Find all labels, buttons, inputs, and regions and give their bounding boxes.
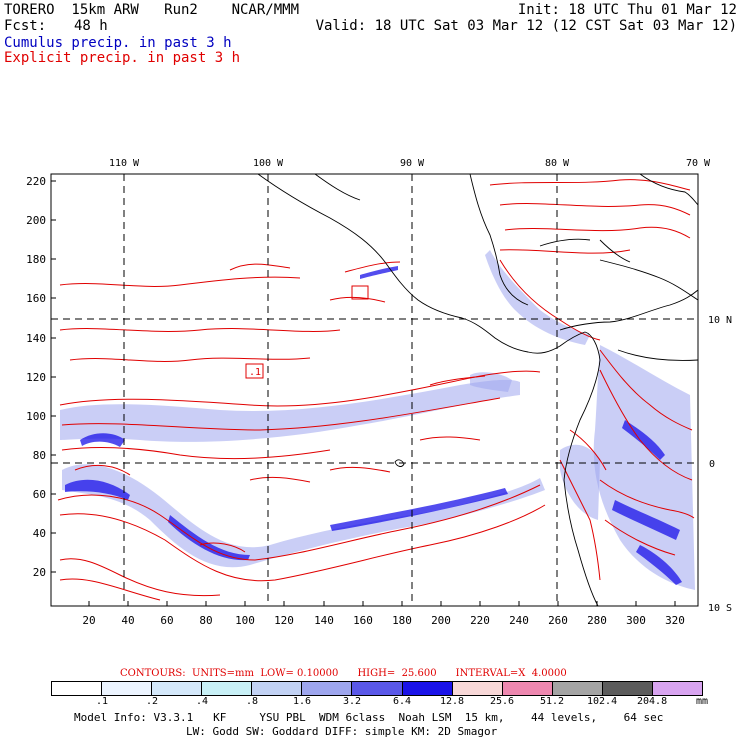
left-axis-ticks [51,180,56,573]
x-tick-label: 160 [353,614,373,627]
color-scale-bar [51,681,703,696]
map-frame [50,173,699,607]
x-tick-label: 40 [121,614,134,627]
model-info: Model Info: V3.3.1 KF YSU PBL WDM 6class… [74,711,664,724]
scale-segment [352,682,403,695]
forecast-hours: 48 h [74,18,108,34]
scale-label: 25.6 [490,696,515,707]
y-tick-label: 180 [26,253,46,266]
marker-label: .1 [249,367,261,378]
scale-label: 51.2 [540,696,565,707]
y-tick-label: 120 [26,371,46,384]
x-tick-label: 180 [392,614,412,627]
scale-label: .1 [96,696,109,707]
scale-label: 1.6 [293,696,312,707]
coastlines [257,174,698,606]
scale-label: 102.4 [587,696,618,707]
scale-label: 204.8 [637,696,668,707]
scale-label: .2 [146,696,159,707]
scale-unit: mm [696,696,709,707]
model-title: TORERO 15km ARW Run2 NCAR/MMM [4,2,300,18]
scale-segment [402,682,453,695]
lat-lon-grid [51,174,698,606]
y-tick-label: 160 [26,292,46,305]
x-tick-label: 60 [160,614,173,627]
valid-time: Valid: 18 UTC Sat 03 Mar 12 (12 CST Sat … [315,18,737,34]
latitude-label: 10 N [708,315,732,326]
x-tick-label: 260 [548,614,568,627]
y-tick-label: 40 [33,527,46,540]
y-tick-label: 100 [26,410,46,423]
x-tick-label: 280 [587,614,607,627]
y-tick-label: 200 [26,214,46,227]
scale-segment [102,682,153,695]
scale-segment [302,682,353,695]
x-tick-label: 320 [665,614,685,627]
longitude-label: 100 W [253,158,284,169]
scale-label: .8 [246,696,259,707]
longitude-label: 90 W [400,158,425,169]
scale-label: 6.4 [393,696,412,707]
scale-label: 3.2 [343,696,362,707]
cumulus-legend: Cumulus precip. in past 3 h [4,35,232,51]
longitude-label: 70 W [686,158,711,169]
scale-segment [652,682,703,695]
scale-segment [202,682,253,695]
y-tick-label: 80 [33,449,46,462]
explicit-precip-contours [57,179,695,601]
latitude-label: 0 [709,459,715,470]
cumulus-precip-shading [60,250,695,590]
x-tick-label: 300 [626,614,646,627]
x-tick-label: 20 [82,614,95,627]
scale-segment [452,682,503,695]
latitude-label: 10 S [708,603,732,614]
longitude-label: 80 W [545,158,570,169]
contour-info: CONTOURS: UNITS=mm LOW= 0.10000 HIGH= 25… [120,668,567,679]
y-tick-label: 140 [26,332,46,345]
scale-segment [602,682,653,695]
scale-segment [52,682,103,695]
y-tick-label: 60 [33,488,46,501]
scale-segment [552,682,603,695]
init-time: Init: 18 UTC Thu 01 Mar 12 [517,2,737,18]
longitude-label: 110 W [109,158,140,169]
scale-segment [252,682,303,695]
scale-label: 12.8 [440,696,465,707]
x-tick-label: 120 [274,614,294,627]
scale-segment [152,682,203,695]
forecast-label: Fcst: [4,18,47,34]
x-tick-label: 200 [431,614,451,627]
x-tick-label: 220 [470,614,490,627]
y-tick-label: 220 [26,175,46,188]
x-tick-label: 140 [314,614,334,627]
x-tick-label: 80 [199,614,212,627]
y-tick-label: 20 [33,566,46,579]
x-tick-label: 240 [509,614,529,627]
explicit-legend: Explicit precip. in past 3 h [4,50,241,66]
x-tick-label: 100 [235,614,255,627]
bottom-axis-ticks [88,601,676,606]
station-markers [245,285,369,379]
scale-label: .4 [196,696,209,707]
model-physics: LW: Godd SW: Goddard DIFF: simple KM: 2D… [186,725,498,738]
scale-segment [502,682,553,695]
